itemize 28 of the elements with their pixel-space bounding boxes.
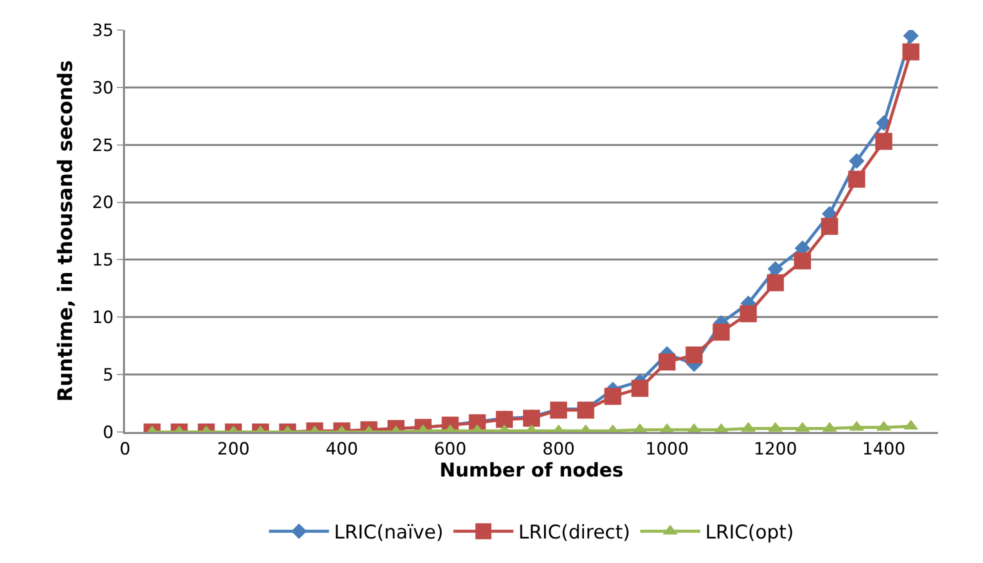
point [875, 132, 892, 150]
x-tick-label: 400 [326, 439, 358, 460]
point [848, 153, 864, 169]
point [766, 274, 784, 292]
x-tick-label: 1000 [645, 439, 689, 460]
x-tick-label: 1400 [862, 439, 906, 460]
x-tick-label: 800 [542, 439, 575, 460]
x-tick-label: 0 [120, 439, 130, 460]
y-tick-label: 35 [92, 20, 114, 41]
legend-label: LRIC(direct) [518, 522, 630, 544]
x-axis-title: Number of nodes [439, 459, 624, 482]
x-tick-label: 1200 [754, 439, 798, 460]
y-tick-label: 15 [92, 250, 114, 271]
y-tick-label: 25 [92, 136, 114, 156]
legend-label: LRIC(opt) [705, 522, 794, 544]
point [740, 305, 757, 322]
y-tick-label: 30 [92, 78, 114, 98]
x-tick-label: 200 [217, 439, 250, 460]
y-axis-title: Runtime, in thousand seconds [52, 60, 77, 402]
point [848, 170, 866, 188]
x-tick-label: 600 [434, 439, 466, 460]
y-tick-label: 10 [92, 308, 114, 328]
legend-label: LRIC(naïve) [334, 522, 444, 544]
y-tick-label: 0 [102, 422, 114, 443]
y-tick-label: 20 [92, 193, 114, 214]
point [821, 218, 838, 235]
point [794, 252, 811, 270]
y-tick-label: 5 [102, 366, 114, 386]
